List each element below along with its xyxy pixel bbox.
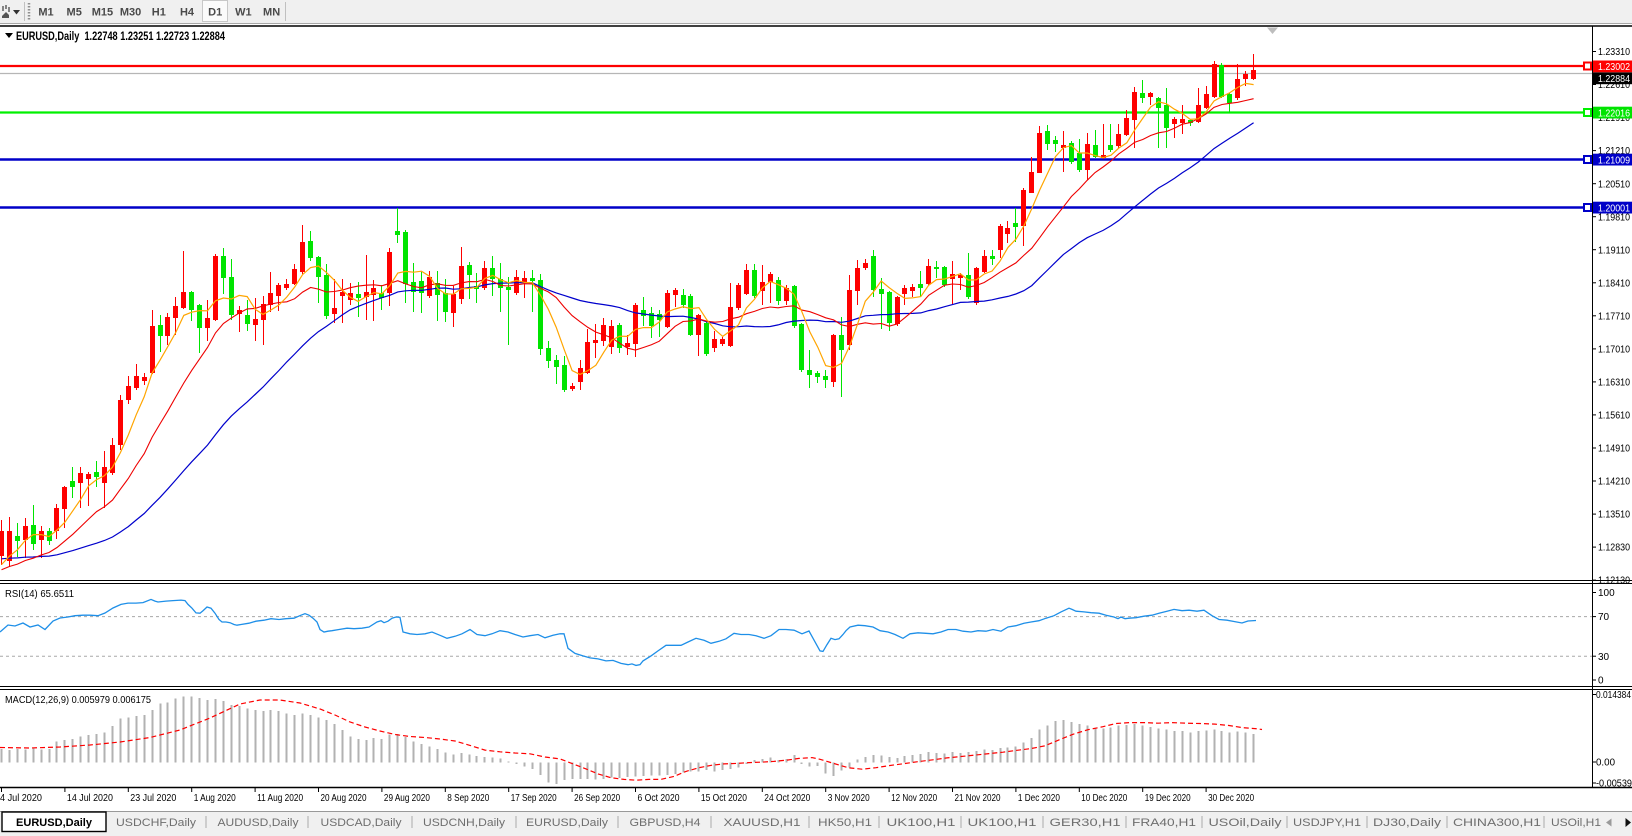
svg-text:100: 100: [1598, 588, 1615, 599]
svg-text:HK50,H1: HK50,H1: [818, 817, 872, 829]
svg-text:30 Dec 2020: 30 Dec 2020: [1208, 792, 1254, 804]
svg-text:AUDUSD,Daily: AUDUSD,Daily: [218, 817, 300, 829]
svg-text:29 Aug 2020: 29 Aug 2020: [384, 792, 430, 804]
svg-text:21 Nov 2020: 21 Nov 2020: [955, 792, 1001, 804]
svg-text:1.12830: 1.12830: [1598, 543, 1630, 554]
svg-text:M15: M15: [92, 7, 113, 19]
svg-text:23 Jul 2020: 23 Jul 2020: [130, 792, 176, 804]
svg-text:20 Aug 2020: 20 Aug 2020: [321, 792, 367, 804]
svg-text:1.20001: 1.20001: [1598, 203, 1630, 214]
svg-text:0.014384: 0.014384: [1596, 690, 1631, 701]
svg-text:EURUSD,Daily: EURUSD,Daily: [526, 817, 609, 829]
svg-text:1.23310: 1.23310: [1598, 47, 1630, 58]
svg-text:1.22610: 1.22610: [1598, 80, 1630, 91]
svg-text:1 Aug 2020: 1 Aug 2020: [194, 792, 236, 804]
svg-text:H1: H1: [152, 7, 166, 19]
svg-text:1 Dec 2020: 1 Dec 2020: [1018, 792, 1060, 804]
svg-text:1.23002: 1.23002: [1598, 62, 1630, 73]
svg-text:EURUSD,Daily 1.22748 1.23251: EURUSD,Daily 1.22748 1.23251 1.22723 1.2…: [16, 31, 225, 43]
svg-text:11 Aug 2020: 11 Aug 2020: [257, 792, 303, 804]
svg-text:24 Oct 2020: 24 Oct 2020: [764, 792, 810, 804]
svg-text:MACD(12,26,9) 0.005979 0.00617: MACD(12,26,9) 0.005979 0.006175: [5, 694, 151, 706]
svg-text:6 Oct 2020: 6 Oct 2020: [638, 792, 680, 804]
svg-text:UK100,H1: UK100,H1: [887, 817, 956, 829]
svg-text:M5: M5: [67, 7, 82, 19]
svg-text:1.18410: 1.18410: [1598, 278, 1630, 289]
svg-text:19 Dec 2020: 19 Dec 2020: [1145, 792, 1191, 804]
svg-text:DJ30,Daily: DJ30,Daily: [1373, 817, 1442, 829]
svg-text:GBPUSD,H4: GBPUSD,H4: [630, 817, 701, 829]
svg-text:1.22884: 1.22884: [1598, 74, 1630, 85]
svg-text:USDCAD,Daily: USDCAD,Daily: [321, 817, 403, 829]
svg-text:1.13510: 1.13510: [1598, 510, 1630, 521]
svg-text:1.19110: 1.19110: [1598, 245, 1630, 256]
svg-text:1.12130: 1.12130: [1598, 576, 1630, 587]
svg-text:UK100,H1: UK100,H1: [968, 817, 1037, 829]
svg-text:70: 70: [1598, 612, 1610, 623]
svg-text:1.21009: 1.21009: [1598, 155, 1630, 166]
svg-text:17 Sep 2020: 17 Sep 2020: [511, 792, 557, 804]
svg-text:D1: D1: [208, 7, 222, 19]
svg-text:USDCNH,Daily: USDCNH,Daily: [423, 817, 506, 829]
svg-text:12 Nov 2020: 12 Nov 2020: [891, 792, 937, 804]
svg-text:4 Jul 2020: 4 Jul 2020: [0, 792, 42, 804]
svg-text:CHINA300,H1: CHINA300,H1: [1453, 817, 1541, 829]
svg-text:0: 0: [1598, 676, 1604, 687]
svg-text:10 Dec 2020: 10 Dec 2020: [1081, 792, 1127, 804]
svg-text:1.21210: 1.21210: [1598, 146, 1630, 157]
svg-text:1.16310: 1.16310: [1598, 378, 1630, 389]
svg-text:USDJPY,H1: USDJPY,H1: [1293, 817, 1361, 829]
svg-text:1.19810: 1.19810: [1598, 212, 1630, 223]
svg-text:1.21910: 1.21910: [1598, 113, 1630, 124]
svg-text:3 Nov 2020: 3 Nov 2020: [828, 792, 870, 804]
svg-text:FRA40,H1: FRA40,H1: [1132, 817, 1196, 829]
svg-text:XAUUSD,H1: XAUUSD,H1: [724, 817, 801, 829]
svg-text:8 Sep 2020: 8 Sep 2020: [447, 792, 489, 804]
svg-text:MN: MN: [263, 7, 280, 19]
svg-text:1.22016: 1.22016: [1598, 108, 1630, 119]
svg-text:1.17710: 1.17710: [1598, 311, 1630, 322]
svg-text:GER30,H1: GER30,H1: [1050, 817, 1121, 829]
svg-text:1.14910: 1.14910: [1598, 444, 1630, 455]
svg-text:1.17010: 1.17010: [1598, 345, 1630, 356]
svg-text:1.20510: 1.20510: [1598, 179, 1630, 190]
svg-text:0.00: 0.00: [1596, 758, 1615, 769]
svg-text:14 Jul 2020: 14 Jul 2020: [67, 792, 113, 804]
svg-text:H4: H4: [180, 7, 195, 19]
svg-text:USOil,H1: USOil,H1: [1551, 817, 1601, 829]
svg-text:USDCHF,Daily: USDCHF,Daily: [116, 817, 197, 829]
svg-text:15 Oct 2020: 15 Oct 2020: [701, 792, 747, 804]
svg-text:USOil,Daily: USOil,Daily: [1209, 817, 1283, 829]
svg-text:M30: M30: [120, 7, 141, 19]
svg-text:26 Sep 2020: 26 Sep 2020: [574, 792, 620, 804]
svg-text:-0.00539: -0.00539: [1596, 779, 1632, 790]
svg-text:RSI(14) 65.6511: RSI(14) 65.6511: [5, 588, 74, 600]
svg-text:1.15610: 1.15610: [1598, 411, 1630, 422]
svg-text:EURUSD,Daily: EURUSD,Daily: [16, 817, 93, 829]
svg-text:W1: W1: [235, 7, 252, 19]
svg-text:30: 30: [1598, 652, 1610, 663]
svg-text:1.14210: 1.14210: [1598, 477, 1630, 488]
svg-text:M1: M1: [38, 7, 53, 19]
